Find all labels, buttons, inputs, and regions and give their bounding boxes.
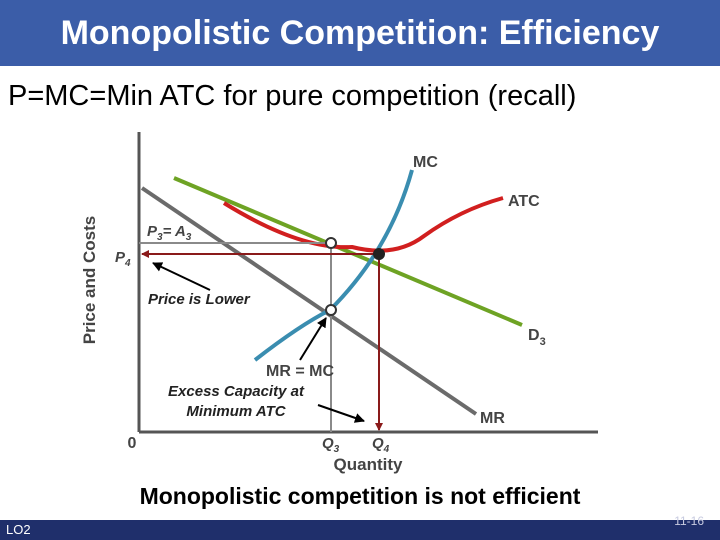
excess-capacity-line1: Excess Capacity at bbox=[168, 383, 305, 400]
p4-sub: 4 bbox=[124, 258, 131, 269]
footer-bar: LO2 11-16 bbox=[0, 514, 720, 540]
mr-mc-label: MR = MC bbox=[266, 363, 334, 380]
p3-a3-sub2: 3 bbox=[186, 232, 192, 243]
p3-a3-label: P3= A3 bbox=[147, 223, 192, 243]
p4-main: P bbox=[115, 249, 126, 266]
p4-label: P4 bbox=[115, 249, 131, 269]
q3-sub: 3 bbox=[334, 444, 340, 455]
q3-label: Q3 bbox=[322, 435, 340, 455]
mr-label: MR bbox=[480, 410, 505, 427]
p3-a3-sub1: 3 bbox=[157, 232, 163, 243]
q3-main: Q bbox=[322, 435, 334, 452]
title-bar: Monopolistic Competition: Efficiency bbox=[0, 0, 720, 66]
slide-title: Monopolistic Competition: Efficiency bbox=[60, 13, 660, 52]
q4-main: Q bbox=[372, 435, 384, 452]
price-lower-arrow bbox=[152, 262, 211, 291]
p3-a3-main: P bbox=[147, 223, 158, 240]
min-atc-point bbox=[373, 248, 385, 260]
page-number: 11-16 bbox=[674, 514, 704, 528]
atc-label: ATC bbox=[508, 193, 540, 210]
demand-curve bbox=[173, 176, 523, 327]
mr-mc-arrow bbox=[299, 317, 327, 361]
conclusion-text: Monopolistic competition is not efficien… bbox=[139, 483, 581, 509]
price-lower-label: Price is Lower bbox=[148, 291, 251, 308]
y-axis-label: Price and Costs bbox=[80, 216, 99, 345]
mc-curve bbox=[253, 169, 414, 362]
mr-curve bbox=[140, 186, 478, 416]
mc-label: MC bbox=[413, 154, 438, 171]
q4-sub: 4 bbox=[383, 444, 390, 455]
demand-label: D3 bbox=[528, 327, 546, 348]
mr-mc-point bbox=[325, 304, 337, 316]
origin-label: 0 bbox=[128, 435, 137, 452]
p3-a3-point bbox=[325, 237, 337, 249]
demand-label-sub: 3 bbox=[540, 336, 546, 348]
x-axis-label: Quantity bbox=[334, 455, 403, 474]
slide-subtitle: P=MC=Min ATC for pure competition (recal… bbox=[8, 80, 577, 112]
p3-a3-mid: = A bbox=[163, 223, 186, 240]
q4-label: Q4 bbox=[372, 435, 390, 455]
demand-label-main: D bbox=[528, 327, 540, 344]
excess-capacity-arrow bbox=[317, 404, 365, 423]
learning-objective-label: LO2 bbox=[6, 522, 31, 537]
excess-capacity-line2: Minimum ATC bbox=[186, 403, 286, 420]
